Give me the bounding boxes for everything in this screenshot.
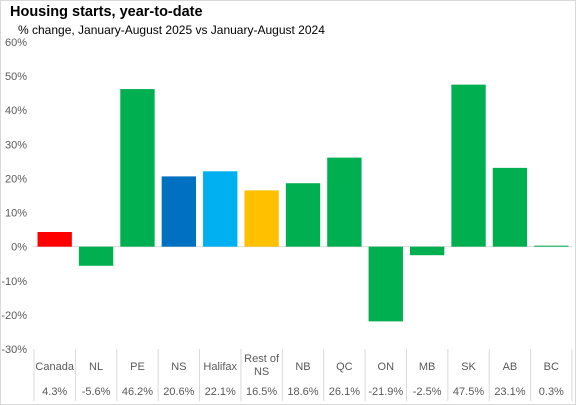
y-tick-label: 30% [5, 139, 27, 151]
category-label: NB [295, 361, 310, 373]
bar [492, 167, 528, 247]
category-label: Rest of NS [244, 353, 280, 378]
value-label: 26.1% [329, 386, 360, 398]
category-label: AB [503, 361, 518, 373]
y-tick-label: -30% [1, 344, 27, 356]
y-tick-label: 60% [5, 37, 27, 49]
bar [285, 183, 321, 247]
value-label: 23.1% [494, 386, 525, 398]
bar [368, 246, 403, 322]
category-label-layer: Canada 4.3% NL -5.6% PE 46.2% NS 20.6% Halifax 22… [35, 353, 564, 398]
bar [244, 190, 279, 247]
value-label: -21.9% [368, 386, 403, 398]
value-label: 22.1% [205, 386, 236, 398]
bar [161, 176, 197, 247]
y-tick-label: 40% [5, 105, 27, 117]
category-label: MB [419, 361, 436, 373]
bar [203, 171, 238, 247]
category-label: PE [130, 361, 145, 373]
category-label: QC [336, 361, 353, 373]
value-label: 20.6% [163, 386, 194, 398]
bar-layer [37, 84, 569, 322]
category-label: Canada [35, 361, 74, 373]
bar [120, 89, 155, 247]
value-label: 46.2% [122, 386, 153, 398]
chart-title: Housing starts, year-to-date [10, 4, 203, 20]
category-label: ON [378, 361, 395, 373]
bar [409, 246, 445, 256]
category-label: SK [461, 361, 476, 373]
category-label: NL [89, 361, 103, 373]
y-tick-label: 10% [5, 208, 27, 220]
value-label: 4.3% [42, 386, 67, 398]
y-tick-label: 20% [5, 173, 27, 185]
value-label: 18.6% [287, 386, 318, 398]
category-label: BC [544, 361, 559, 373]
category-label: NS [171, 361, 186, 373]
value-label: 47.5% [453, 386, 484, 398]
bar [327, 157, 362, 247]
category-label: Halifax [203, 361, 237, 373]
y-tick-label: -10% [1, 276, 27, 288]
bar [78, 246, 114, 266]
chart-subtitle: % change, January-August 2025 vs January… [18, 23, 325, 37]
y-tick-label: 0% [11, 242, 27, 254]
bar [451, 84, 486, 247]
bar [37, 231, 72, 247]
value-label: 0.3% [539, 386, 564, 398]
value-label: 16.5% [246, 386, 277, 398]
bar [534, 245, 569, 247]
value-label: -5.6% [82, 386, 111, 398]
value-label: -2.5% [413, 386, 442, 398]
y-tick-label: 50% [5, 71, 27, 83]
y-tick-label: -20% [1, 310, 27, 322]
